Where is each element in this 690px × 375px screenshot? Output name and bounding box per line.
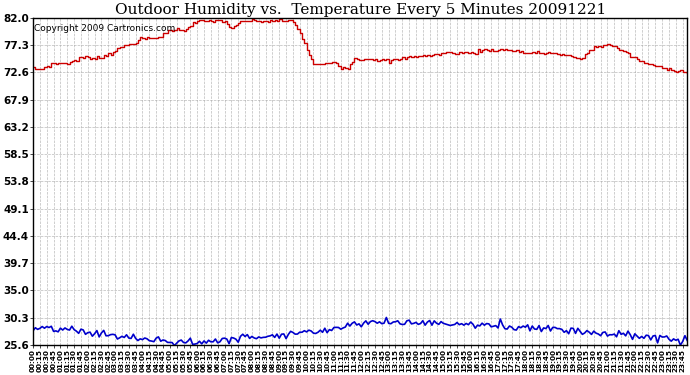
Title: Outdoor Humidity vs.  Temperature Every 5 Minutes 20091221: Outdoor Humidity vs. Temperature Every 5… bbox=[115, 3, 606, 17]
Text: Copyright 2009 Cartronics.com: Copyright 2009 Cartronics.com bbox=[34, 24, 176, 33]
